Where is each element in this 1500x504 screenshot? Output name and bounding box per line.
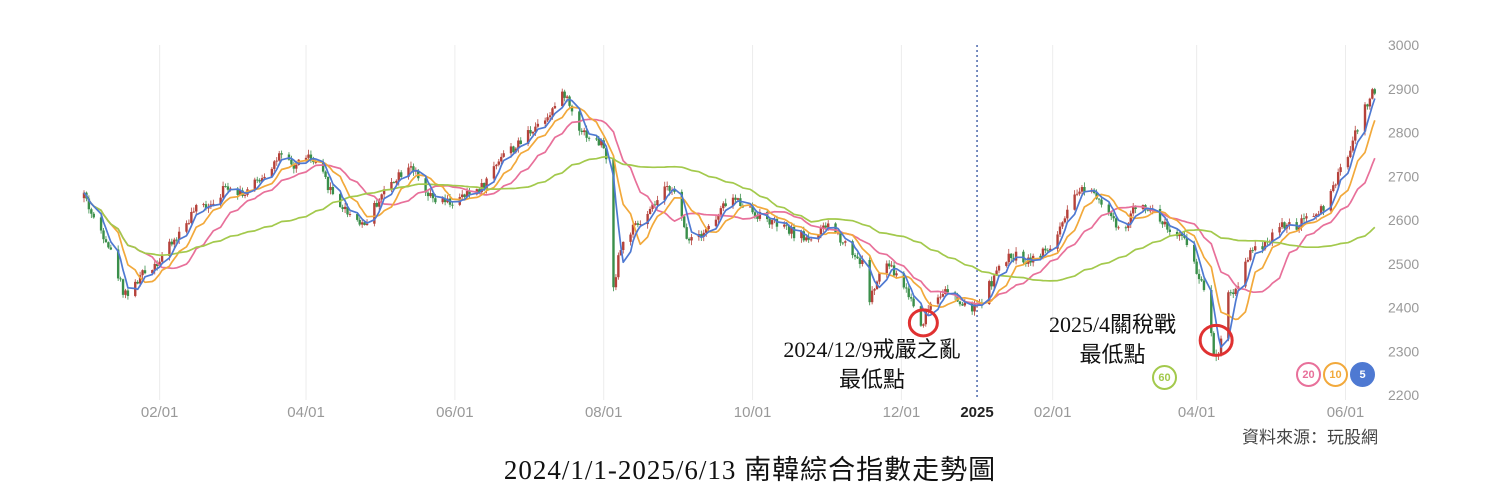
annotation-tariff-war-line2: 最低點 (1079, 341, 1146, 367)
svg-text:02/01: 02/01 (141, 404, 179, 421)
annotation-martial-law: 2024/12/9戒嚴之亂 最低點 (752, 335, 992, 394)
svg-text:2200: 2200 (1388, 387, 1419, 403)
ma10-badge: 10 (1323, 362, 1348, 387)
svg-text:06/01: 06/01 (1327, 404, 1365, 421)
svg-text:04/01: 04/01 (1178, 404, 1216, 421)
chart-title: 2024/1/1-2025/6/13 南韓綜合指數走勢圖 (503, 455, 997, 485)
ma60-badge: 60 (1152, 365, 1177, 390)
annotation-circle (1198, 323, 1234, 357)
ma10-line (83, 106, 1376, 321)
annotation-circles-layer (907, 308, 1234, 357)
data-source-note: 資料來源：玩股網 (1242, 428, 1378, 447)
annotation-tariff-war: 2025/4關稅戰 最低點 (1030, 310, 1195, 369)
svg-text:3000: 3000 (1388, 37, 1419, 53)
svg-text:12/01: 12/01 (883, 404, 921, 421)
svg-text:10/01: 10/01 (734, 404, 772, 421)
svg-text:2500: 2500 (1388, 256, 1419, 272)
svg-text:2700: 2700 (1388, 168, 1419, 184)
annotation-circle (907, 308, 939, 338)
svg-text:2025: 2025 (960, 404, 993, 421)
svg-text:04/01: 04/01 (287, 404, 325, 421)
candlestick-chart: 02/01 04/01 06/01 08/01 10/01 12/01 2025 02/01 0… (82, 37, 1419, 421)
svg-text:2800: 2800 (1388, 125, 1419, 141)
ma20-line (83, 118, 1376, 305)
ma20-badge: 20 (1296, 362, 1321, 387)
annotation-martial-law-line2: 最低點 (838, 366, 905, 392)
svg-text:2600: 2600 (1388, 212, 1419, 228)
svg-text:08/01: 08/01 (585, 404, 623, 421)
moving-averages-layer (83, 98, 1376, 349)
axes-layer: 02/01 04/01 06/01 08/01 10/01 12/01 2025 02/01 0… (141, 37, 1419, 421)
ma5-badge: 5 (1350, 362, 1375, 387)
svg-text:2300: 2300 (1388, 343, 1419, 359)
grid-layer (159, 45, 1346, 400)
svg-text:2400: 2400 (1388, 300, 1419, 316)
ma60-line (83, 155, 1376, 282)
svg-text:02/01: 02/01 (1034, 404, 1072, 421)
ma5-line (83, 98, 1376, 349)
annotation-tariff-war-line1: 2025/4關稅戰 (1048, 312, 1177, 337)
svg-text:06/01: 06/01 (436, 404, 474, 421)
annotation-martial-law-line1: 2024/12/9戒嚴之亂 (783, 337, 961, 362)
svg-text:2900: 2900 (1388, 81, 1419, 97)
